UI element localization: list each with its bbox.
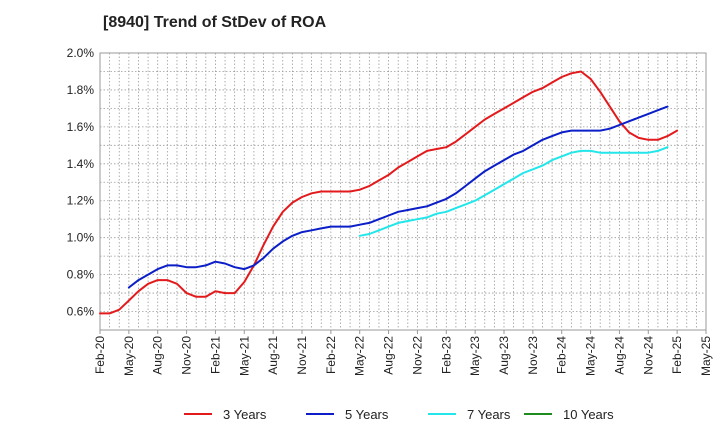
plot-area [99, 52, 707, 331]
x-tick-label: Aug-23 [497, 336, 511, 375]
x-tick-label: Feb-22 [324, 336, 338, 374]
x-tick-label: Aug-22 [382, 336, 396, 375]
x-tick-label: Feb-23 [439, 336, 453, 374]
series-line-1 [99, 70, 679, 315]
x-tick-label: Aug-21 [266, 336, 280, 375]
legend-label-2: 5 Years [345, 407, 389, 422]
x-tick-label: May-21 [237, 336, 251, 376]
y-tick-label: 1.0% [67, 231, 95, 245]
x-tick-label: Feb-21 [208, 336, 222, 374]
x-tick-label: Nov-21 [295, 336, 309, 375]
x-tick-label: Nov-24 [641, 336, 655, 375]
legend-label-1: 3 Years [223, 407, 267, 422]
x-tick-label: May-22 [353, 336, 367, 376]
x-tick-label: Feb-25 [670, 336, 684, 374]
x-tick-label: May-23 [468, 336, 482, 376]
x-tick-label: Nov-22 [410, 336, 424, 375]
y-tick-label: 1.4% [67, 157, 95, 171]
x-tick-label: May-20 [122, 336, 136, 376]
series-line-3 [358, 146, 669, 237]
y-tick-label: 1.8% [67, 83, 95, 97]
x-tick-label: Aug-20 [151, 336, 165, 375]
x-tick-label: Aug-24 [612, 336, 626, 375]
legend-label-3: 7 Years [467, 407, 511, 422]
x-tick-label: May-24 [584, 336, 598, 376]
chart-title: [8940] Trend of StDev of ROA [103, 14, 327, 31]
y-tick-label: 0.8% [67, 268, 95, 282]
y-tick-label: 1.6% [67, 120, 95, 134]
y-tick-label: 2.0% [67, 46, 95, 60]
x-tick-label: Nov-23 [526, 336, 540, 375]
y-tick-label: 1.2% [67, 194, 95, 208]
series-line-2 [127, 105, 669, 289]
x-tick-label: Feb-20 [93, 336, 107, 374]
legend-label-4: 10 Years [563, 407, 614, 422]
y-tick-label: 0.6% [67, 305, 95, 319]
x-tick-label: May-25 [699, 336, 713, 376]
x-tick-label: Feb-24 [555, 336, 569, 374]
x-tick-label: Nov-20 [180, 336, 194, 375]
